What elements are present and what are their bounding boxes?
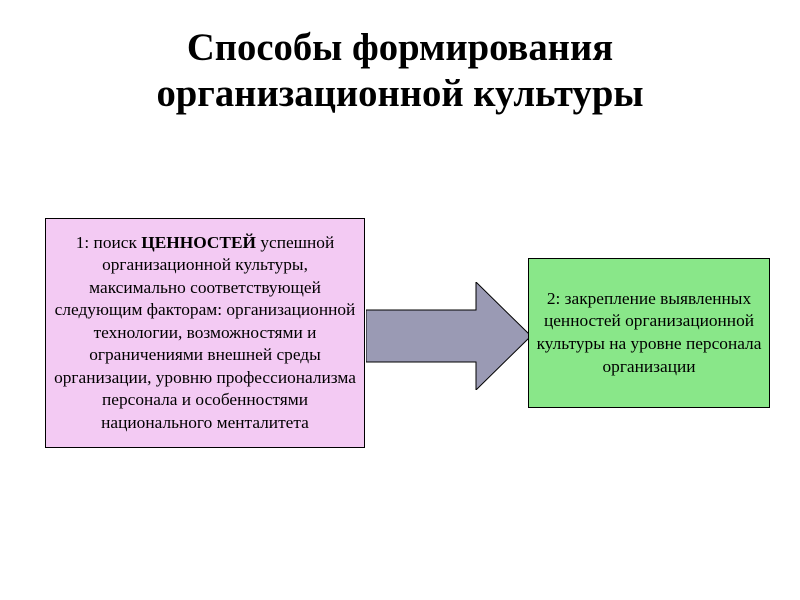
right-box-text: 2: закрепление выявленных ценностей орга…: [535, 288, 763, 378]
left-box-keyword: ЦЕННОСТЕЙ: [141, 233, 256, 252]
title-line1: Способы формирования: [187, 27, 613, 69]
left-box-rest: успешной организационной культуры, макси…: [54, 233, 356, 432]
title-line2: организационной культуры: [156, 73, 643, 115]
slide-title: Способы формирования организационной кул…: [0, 26, 800, 117]
left-box: 1: поиск ЦЕННОСТЕЙ успешной организацион…: [45, 218, 365, 448]
arrow-right-icon: [366, 282, 531, 390]
left-box-num: 1: поиск: [76, 233, 141, 252]
left-box-text: 1: поиск ЦЕННОСТЕЙ успешной организацион…: [52, 232, 358, 435]
right-box: 2: закрепление выявленных ценностей орга…: [528, 258, 770, 408]
arrow-shape: [366, 282, 531, 390]
slide-canvas: Способы формирования организационной кул…: [0, 0, 800, 600]
